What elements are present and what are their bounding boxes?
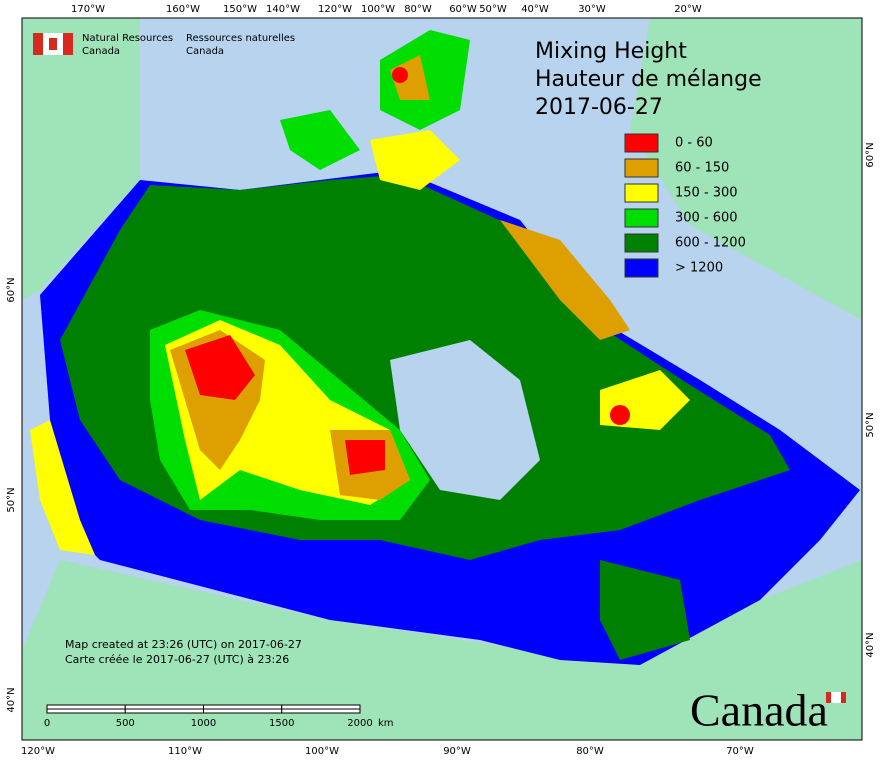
region-south-east [600,560,690,660]
graticule-label: 20°W [674,4,702,15]
legend-swatch [624,183,659,203]
title: Hauteur de mélange [535,67,762,92]
graticule-label: 30°W [578,4,606,15]
graticule-label: 50°W [479,4,507,15]
legend-label: 150 - 300 [675,186,738,201]
scale-unit: km [378,718,394,729]
legend-label: 300 - 600 [675,211,738,226]
arctic-island-yellow [370,130,460,190]
title: Mixing Height [535,39,687,64]
agency-en: Natural Resources [82,33,173,44]
arctic-island-orange [390,55,430,100]
legend-swatch [624,158,659,178]
graticule-label: 100°W [361,4,395,15]
map-body [22,18,862,740]
graticule-label: 120°W [21,746,55,757]
scale-label: 1500 [269,718,294,729]
graticule-label: 80°W [576,746,604,757]
graticule-label: 50°N [6,487,17,512]
scale-label: 0 [44,718,50,729]
legend-label: > 1200 [675,261,723,276]
graticule-label: 110°W [168,746,202,757]
scale-segment [124,704,204,710]
region-red [185,335,255,400]
arctic-island-red [392,67,408,83]
graticule-label: 40°N [6,687,17,712]
legend-swatch [624,133,659,153]
scale-segment [281,708,361,714]
arctic-island-2 [280,110,360,170]
legend-swatch [624,208,659,228]
scale-segment [281,704,361,710]
graticule-label: 120°W [318,4,352,15]
legend-label: 60 - 150 [675,161,729,176]
graticule-label: 100°W [305,746,339,757]
nrc-flag-leaf [49,38,57,50]
graticule-label: 90°W [443,746,471,757]
scale-label: 1000 [191,718,216,729]
graticule-label: 60°N [865,142,876,167]
footer: Map created at 23:26 (UTC) on 2017-06-27 [65,638,302,651]
scale-segment [203,708,283,714]
region-orange-east [500,220,630,340]
region-red-2 [345,440,385,475]
region-west-coast [30,420,95,555]
greenland [630,18,862,320]
graticule-label: 40°W [521,4,549,15]
scale-segment [46,704,126,710]
agency-fr: Ressources naturelles [186,33,295,44]
graticule-label: 150°W [223,4,257,15]
graticule-label: 160°W [166,4,200,15]
agency-fr: Canada [186,46,224,57]
wordmark: Canada [690,685,828,736]
title: 2017-06-27 [535,95,663,120]
graticule-label: 50°N [865,412,876,437]
graticule-label: 40°N [865,632,876,657]
graticule-label: 140°W [266,4,300,15]
graticule-label: 60°W [449,4,477,15]
scale-label: 500 [116,718,135,729]
legend-label: 600 - 1200 [675,236,746,251]
alaska [22,18,140,300]
graticule-label: 60°N [6,277,17,302]
graticule-label: 80°W [404,4,432,15]
scale-segment [203,704,283,710]
scale-label: 2000 [347,718,372,729]
graticule-label: 70°W [726,746,754,757]
legend-swatch [624,233,659,253]
hudson-bay [390,340,540,500]
map-frame [21,17,863,741]
footer: Carte créée le 2017-06-27 (UTC) à 23:26 [65,653,289,666]
united-states [22,560,862,740]
scale-segment [46,708,126,714]
legend-label: 0 - 60 [675,136,713,151]
scale-segment [124,708,204,714]
legend-swatch [624,258,659,278]
graticule-label: 170°W [71,4,105,15]
region-red-east [610,405,630,425]
wordmark-flag-center [831,692,841,703]
agency-en: Canada [82,46,120,57]
